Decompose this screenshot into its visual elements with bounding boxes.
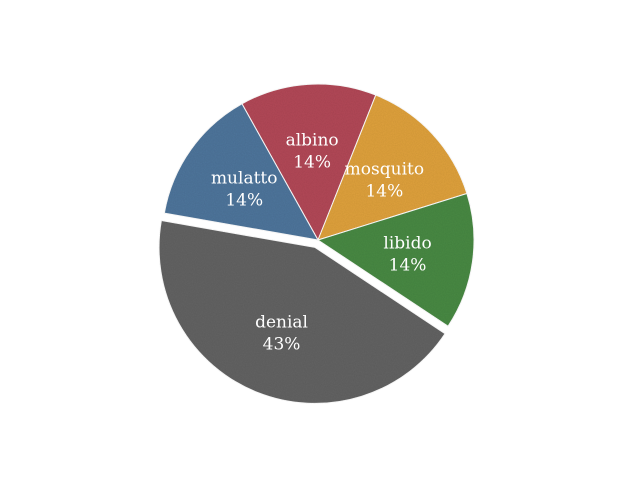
slice-value-albino: 14% [293,153,331,173]
slice-label-libido: libido [383,234,431,254]
pie-slice-mulatto [163,103,319,241]
slice-value-mulatto: 14% [225,191,263,211]
slice-label-denial: denial [255,312,308,332]
slice-value-libido: 14% [389,256,427,276]
pie-slice-mosquito [317,94,468,241]
slice-label-mosquito: mosquito [345,160,424,180]
slice-value-mosquito: 14% [365,182,403,202]
slice-label-albino: albino [286,131,339,151]
slice-value-denial: 43% [263,334,301,354]
pie-slice-denial [158,219,446,404]
pie-slice-albino [241,83,377,242]
pie-slice-libido [316,192,475,327]
slice-label-mulatto: mulatto [211,169,278,189]
